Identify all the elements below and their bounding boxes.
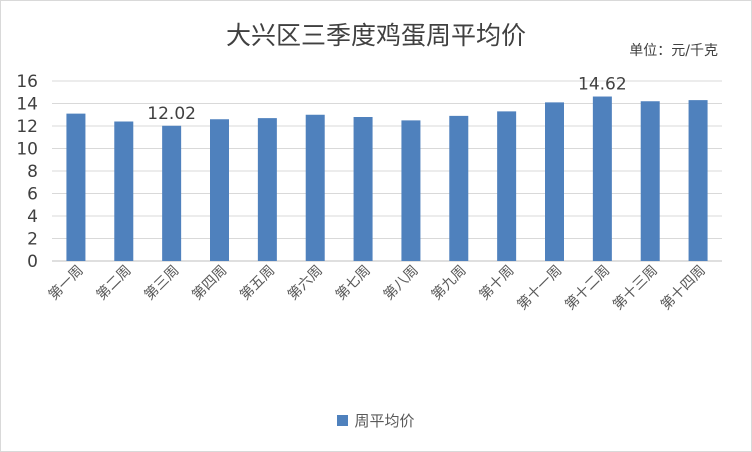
x-tick-label: 第七周 [332, 262, 374, 304]
data-label: 12.02 [147, 104, 196, 124]
y-tick-label: 6 [27, 185, 38, 205]
data-label: 14.62 [578, 75, 627, 95]
bar [353, 117, 373, 261]
x-tick-label: 第十四周 [657, 262, 709, 314]
x-tick-label: 第十周 [476, 262, 518, 304]
x-tick-label: 第八周 [380, 262, 422, 304]
bar [592, 96, 612, 262]
y-tick-label: 16 [16, 72, 38, 92]
x-tick-label: 第一周 [45, 262, 87, 304]
x-axis-ticks: 第一周 第二周 第三周 第四周 第五周 第六周 第七周 第八周 第九周 第十周第十一周第十二周第十… [45, 262, 709, 314]
legend-swatch [337, 415, 349, 426]
y-tick-label: 12 [16, 117, 38, 137]
y-tick-label: 10 [16, 140, 38, 160]
bar [162, 125, 182, 262]
x-tick-label: 第六周 [284, 262, 326, 304]
bars [66, 96, 708, 262]
x-tick-label: 第十三周 [609, 262, 661, 314]
legend: 周平均价 [0, 410, 752, 431]
y-tick-label: 4 [27, 207, 38, 227]
bar [305, 114, 325, 261]
unit-label: 单位：元/千克 [629, 43, 718, 59]
bar [449, 115, 469, 261]
x-tick-label: 第四周 [189, 262, 231, 304]
x-tick-label: 第十一周 [514, 262, 566, 314]
bar [545, 102, 564, 261]
y-tick-label: 8 [27, 162, 38, 182]
x-tick-label: 第九周 [428, 262, 470, 304]
bar [688, 100, 708, 261]
y-tick-label: 14 [16, 95, 38, 115]
legend-label: 周平均价 [354, 412, 415, 430]
x-tick-label: 第五周 [236, 262, 278, 304]
bar [640, 101, 660, 261]
bar [401, 120, 421, 261]
x-tick-label: 第三周 [141, 262, 183, 304]
chart-title: 大兴区三季度鸡蛋周平均价 [225, 21, 526, 50]
bar [114, 121, 134, 261]
y-tick-label: 2 [27, 230, 38, 250]
data-labels: 12.02 14.62 [147, 75, 626, 124]
bar [210, 119, 229, 261]
bar [66, 113, 86, 261]
x-tick-label: 第二周 [93, 262, 135, 304]
y-tick-label: 0 [27, 252, 38, 272]
bar [497, 111, 517, 261]
bar [257, 118, 277, 261]
x-tick-label: 第十二周 [562, 262, 614, 314]
